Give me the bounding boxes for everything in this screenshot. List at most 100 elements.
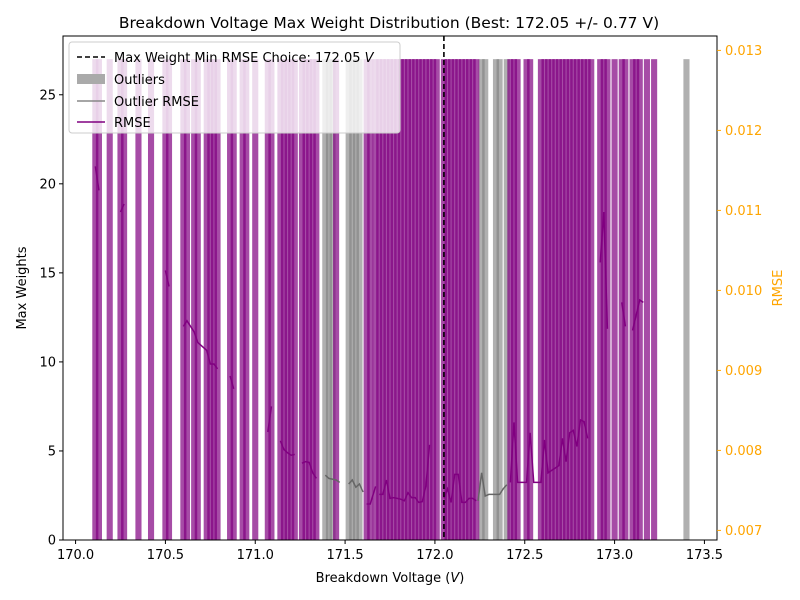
weight-bar-80 xyxy=(573,59,580,540)
outlier-rmse-line-0 xyxy=(324,474,341,484)
weight-bar-44 xyxy=(397,59,404,540)
weight-bar-7 xyxy=(162,59,169,540)
weight-bar-13 xyxy=(203,59,210,540)
weight-bar-75 xyxy=(555,59,562,540)
weight-bar-19 xyxy=(239,59,246,540)
outlier-rmse-line-1 xyxy=(348,478,364,493)
weight-bar-50 xyxy=(419,59,426,540)
weight-bar-39 xyxy=(379,59,386,540)
weight-bar-64 xyxy=(473,59,480,540)
weight-bar-23 xyxy=(268,59,275,540)
weight-bar-52 xyxy=(426,59,433,540)
outlier-bar-7 xyxy=(478,59,485,540)
weight-bar-73 xyxy=(548,59,555,540)
weight-bar-72 xyxy=(545,59,552,540)
y2-tick-label-1: 0.008 xyxy=(725,444,762,459)
y-tick-label-3: 15 xyxy=(39,266,56,281)
rmse-line-5 xyxy=(267,406,273,433)
weight-bar-66 xyxy=(510,59,518,540)
weight-bar-15 xyxy=(210,59,217,540)
weight-bar-54 xyxy=(433,59,440,540)
x-tick-label-7: 173.5 xyxy=(686,548,723,563)
weight-bar-10 xyxy=(183,59,191,540)
weight-bar-21 xyxy=(252,59,259,540)
weight-bar-61 xyxy=(462,59,469,540)
weight-bar-60 xyxy=(458,59,465,540)
outlier-bar-1 xyxy=(325,59,332,540)
rmse-line-3 xyxy=(182,319,219,370)
weight-bar-28 xyxy=(291,59,298,540)
weight-bar-26 xyxy=(284,59,291,540)
weight-bar-27 xyxy=(288,59,295,540)
rmse-line-8 xyxy=(366,486,377,505)
y2-tick-label-4: 0.011 xyxy=(725,204,762,219)
plot-frame xyxy=(62,35,718,541)
rmse-line-11 xyxy=(509,418,589,484)
weight-bar-83 xyxy=(584,59,591,540)
weight-bar-58 xyxy=(451,59,458,540)
weight-bar-11 xyxy=(191,59,198,540)
weight-bar-18 xyxy=(230,59,237,540)
weight-bar-31 xyxy=(306,59,313,540)
weight-bar-79 xyxy=(570,59,577,540)
weight-bar-2 xyxy=(106,59,113,540)
outlier-bar-11 xyxy=(503,59,510,540)
outlier-bar-5 xyxy=(352,59,359,540)
x-tick-label-6: 173.0 xyxy=(596,548,633,563)
weight-bar-5 xyxy=(135,59,142,540)
rmse-line-7 xyxy=(301,460,317,479)
weight-bar-56 xyxy=(444,59,451,540)
weight-bar-29 xyxy=(298,59,306,540)
weight-bar-9 xyxy=(180,59,187,540)
rmse-line-6 xyxy=(279,440,295,457)
weight-bar-40 xyxy=(383,59,390,540)
weight-bar-41 xyxy=(386,59,394,540)
weight-bar-63 xyxy=(469,59,476,540)
weight-bar-17 xyxy=(227,59,234,540)
weight-bar-33 xyxy=(313,59,320,540)
outlier-bar-10 xyxy=(496,59,503,540)
weight-bar-32 xyxy=(309,59,316,540)
weight-bar-62 xyxy=(466,59,473,540)
x-tick-label-2: 171.0 xyxy=(237,548,274,563)
axes-layer: 170.0 170.5 171.0 171.5 172.0 172.5 173.0 173.5… xyxy=(39,44,762,563)
weight-bar-37 xyxy=(372,59,379,540)
outlier-bar-2 xyxy=(329,59,336,540)
weight-bar-34 xyxy=(333,59,340,540)
weight-bar-51 xyxy=(422,59,429,540)
weight-bar-20 xyxy=(243,59,250,540)
weight-bar-71 xyxy=(541,59,548,540)
weight-bar-0 xyxy=(92,59,99,540)
weight-bar-30 xyxy=(302,59,309,540)
rmse-line-9 xyxy=(379,444,431,504)
weight-bar-22 xyxy=(264,59,271,540)
weight-bar-88 xyxy=(611,59,618,540)
weight-bar-78 xyxy=(566,59,573,540)
legend-outliers-swatch xyxy=(77,74,105,84)
weight-bar-25 xyxy=(280,59,288,540)
y2-tick-label-0: 0.007 xyxy=(725,524,762,539)
weight-bar-36 xyxy=(367,59,374,540)
legend: Max Weight Min RMSE Choice: 172.05 V Out… xyxy=(68,41,401,134)
weight-bar-55 xyxy=(440,59,447,540)
weight-bar-6 xyxy=(147,59,155,540)
bars-layer xyxy=(92,59,690,540)
rmse-line-1 xyxy=(119,203,125,213)
weight-bar-8 xyxy=(165,59,173,540)
y2-axis-title: RMSE xyxy=(771,270,786,307)
x-tick-label-0: 170.0 xyxy=(57,548,94,563)
weight-bar-59 xyxy=(455,59,462,540)
weight-bar-94 xyxy=(643,59,650,540)
weight-bar-77 xyxy=(563,59,570,540)
outlier-bar-12 xyxy=(683,59,690,540)
weight-bar-49 xyxy=(415,59,422,540)
rmse-line-10 xyxy=(443,473,477,504)
y-tick-label-4: 20 xyxy=(39,177,56,192)
weight-bar-35 xyxy=(363,59,370,540)
weight-bar-74 xyxy=(552,59,559,540)
rmse-layer xyxy=(94,166,644,505)
rmse-line-2 xyxy=(164,270,170,287)
legend-frame xyxy=(68,41,401,134)
weight-bar-4 xyxy=(121,59,128,540)
rmse-line-4 xyxy=(229,375,235,390)
